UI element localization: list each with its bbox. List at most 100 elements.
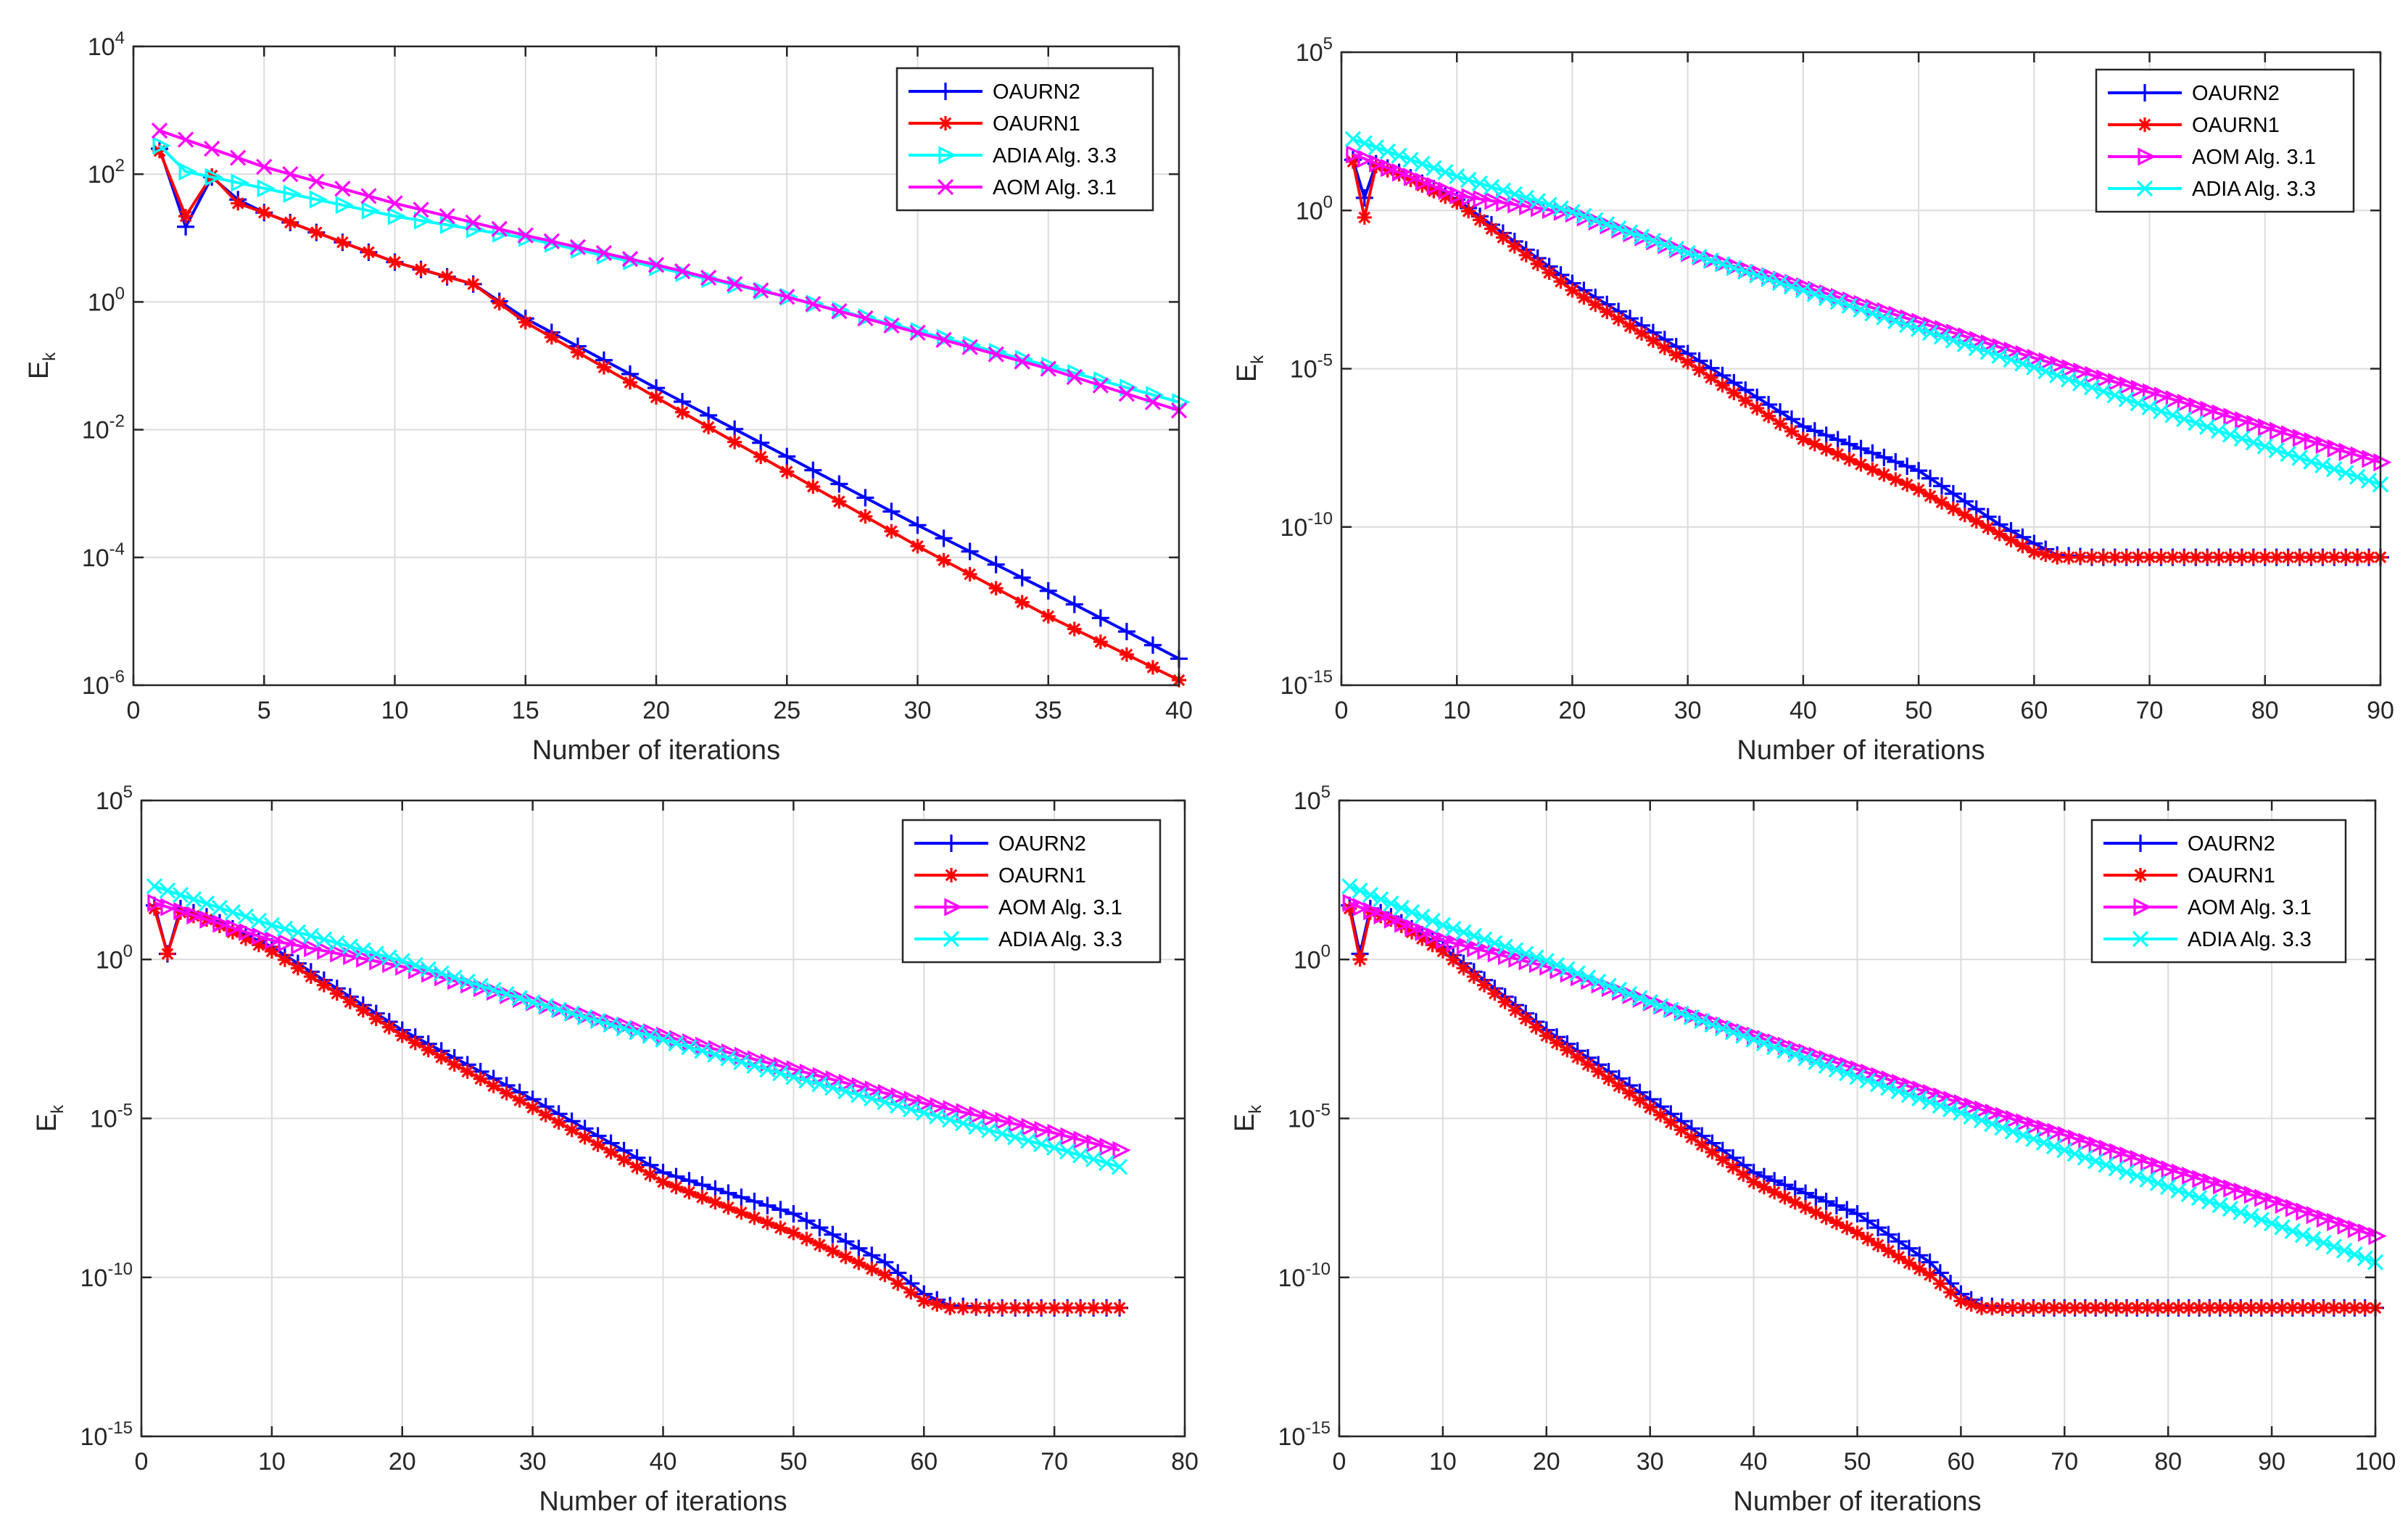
data-point — [778, 447, 796, 465]
legend-item: OAURN2 — [2108, 82, 2280, 105]
data-point — [433, 965, 450, 982]
data-point — [2004, 1123, 2021, 1140]
data-point — [1426, 177, 1445, 196]
data-point — [2201, 1193, 2218, 1210]
y-tick-label: 10-10 — [1280, 509, 1333, 542]
data-point — [2338, 550, 2354, 565]
data-point — [1484, 221, 1499, 236]
legend-label: AOM Alg. 3.1 — [2188, 896, 2312, 919]
data-point — [231, 173, 249, 192]
x-tick-label: 0 — [135, 1448, 149, 1476]
data-point — [1117, 623, 1135, 641]
data-point — [1099, 1137, 1118, 1156]
data-point — [1438, 181, 1457, 200]
data-point — [694, 1043, 711, 1059]
legend-label: AOM Alg. 3.1 — [2192, 146, 2316, 169]
data-point — [2190, 1189, 2208, 1207]
data-point — [1476, 931, 1493, 948]
data-point — [439, 215, 459, 234]
x-axis-label: Number of iterations — [1737, 735, 1985, 766]
data-point — [956, 1103, 975, 1122]
data-point — [446, 969, 463, 986]
data-point — [1373, 891, 1389, 908]
data-point — [1859, 1072, 1876, 1089]
data-point — [2171, 1300, 2186, 1315]
x-tick-label: 60 — [910, 1448, 938, 1476]
data-point — [1737, 263, 1754, 280]
data-point — [1795, 431, 1811, 447]
data-point — [1888, 472, 1903, 487]
data-point — [335, 196, 354, 215]
data-point — [961, 542, 979, 560]
data-point — [2016, 1300, 2031, 1315]
data-point — [1642, 1100, 1658, 1115]
x-tick-label: 20 — [1533, 1448, 1560, 1476]
data-point — [1705, 1145, 1720, 1160]
data-point — [1956, 336, 1973, 353]
data-point — [2014, 355, 2031, 372]
data-point — [256, 159, 273, 175]
data-point — [916, 1104, 932, 1121]
data-point — [2109, 1143, 2128, 1162]
data-point — [1945, 501, 1961, 516]
data-point — [1890, 1083, 1907, 1100]
legend-marker — [2132, 835, 2149, 852]
data-point — [1021, 1300, 1036, 1315]
data-point — [2142, 383, 2161, 402]
data-point — [2222, 426, 2239, 443]
data-point — [342, 938, 358, 955]
data-point — [239, 922, 257, 941]
data-point — [2284, 1222, 2301, 1240]
data-point — [2006, 1109, 2024, 1129]
data-point — [185, 891, 202, 908]
data-point — [856, 489, 874, 507]
data-point — [360, 188, 377, 204]
legend-label: OAURN1 — [2192, 114, 2280, 137]
data-point — [1869, 1219, 1887, 1237]
data-point — [421, 1043, 436, 1058]
data-point — [890, 1276, 906, 1291]
data-point — [1414, 155, 1431, 173]
data-point — [969, 1106, 988, 1125]
data-point — [864, 1262, 880, 1277]
data-point — [1860, 1231, 1875, 1246]
data-point — [511, 990, 528, 1006]
data-point — [2131, 379, 2150, 398]
legend-item: OAURN1 — [2108, 114, 2280, 137]
data-point — [361, 244, 376, 260]
data-point — [1890, 1233, 1908, 1251]
data-point — [485, 982, 502, 998]
y-tick-label: 10-5 — [90, 1101, 133, 1133]
data-point — [1932, 1097, 1948, 1114]
data-point — [1703, 370, 1718, 385]
data-point — [2037, 1120, 2056, 1138]
data-point — [491, 220, 508, 237]
data-point — [512, 1093, 527, 1108]
data-point — [2170, 1182, 2187, 1199]
data-point — [1112, 1141, 1131, 1159]
data-point — [2213, 1176, 2232, 1195]
data-point — [877, 1093, 893, 1111]
data-point — [2171, 1163, 2190, 1182]
data-point — [882, 502, 901, 521]
data-point — [486, 1078, 501, 1093]
data-point — [674, 263, 691, 280]
data-point — [2037, 363, 2054, 380]
data-point — [1541, 196, 1557, 213]
data-point — [152, 136, 171, 155]
data-point — [329, 986, 344, 1001]
data-point — [1445, 920, 1462, 937]
data-point — [903, 1101, 919, 1117]
x-tick-label: 10 — [381, 697, 409, 724]
data-point — [537, 998, 554, 1014]
data-point — [995, 1112, 1014, 1130]
legend-marker — [2133, 868, 2148, 882]
data-point — [309, 225, 324, 240]
data-point — [1818, 1057, 1834, 1075]
data-point — [1342, 893, 1361, 912]
data-point — [1819, 1210, 1834, 1225]
data-point — [786, 1225, 801, 1241]
data-point — [857, 310, 874, 327]
data-point — [1736, 1167, 1751, 1182]
data-point — [517, 227, 534, 244]
